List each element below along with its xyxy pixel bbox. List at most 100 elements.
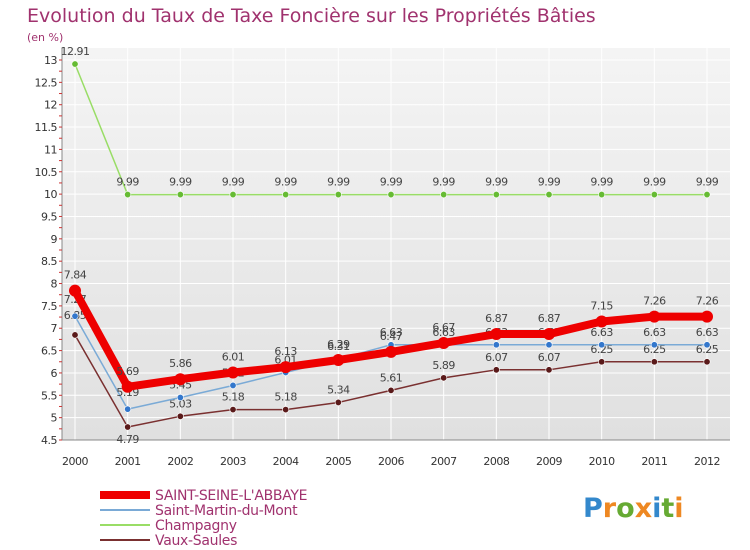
x-tick-label: 2004 <box>273 455 299 468</box>
data-point <box>492 191 500 199</box>
data-point <box>650 358 658 366</box>
data-label: 7.26 <box>643 295 666 308</box>
data-label: 5.18 <box>274 391 297 404</box>
y-tick-label: 6.5 <box>41 345 57 358</box>
data-point <box>543 328 555 341</box>
data-point <box>648 310 661 323</box>
y-tick-label: 8.5 <box>41 255 57 268</box>
logo-letter: i <box>652 493 661 524</box>
data-label: 7.26 <box>696 295 719 308</box>
proxiti-logo: Proxiti <box>583 493 684 524</box>
data-point <box>229 406 237 414</box>
y-tick-label: 6 <box>51 367 58 380</box>
data-label: 9.99 <box>590 176 613 189</box>
data-point <box>229 381 237 389</box>
y-tick-label: 11.5 <box>35 121 58 134</box>
data-label: 6.63 <box>432 326 455 339</box>
logo-letter: i <box>674 493 683 524</box>
data-point <box>334 191 342 199</box>
chart-title: Evolution du Taux de Taxe Foncière sur l… <box>27 5 596 27</box>
data-label: 9.99 <box>169 176 192 189</box>
data-label: 6.25 <box>696 343 719 356</box>
x-tick-label: 2001 <box>115 455 141 468</box>
data-point <box>650 341 658 349</box>
data-point <box>279 361 292 374</box>
data-label: 9.99 <box>538 176 561 189</box>
data-point <box>492 366 500 374</box>
data-label: 6.07 <box>538 351 561 364</box>
data-point <box>71 312 79 320</box>
data-point <box>227 366 239 379</box>
data-point <box>545 366 553 374</box>
data-label: 6.87 <box>485 312 508 325</box>
data-point <box>334 398 342 406</box>
data-point <box>176 394 184 402</box>
plot-background <box>62 48 730 440</box>
x-tick-label: 2002 <box>167 455 193 468</box>
x-tick-label: 2011 <box>641 455 667 468</box>
y-tick-label: 7.5 <box>41 300 57 313</box>
y-tick-label: 7 <box>51 322 58 335</box>
data-point <box>703 358 711 366</box>
legend-label: Saint-Martin-du-Mont <box>155 503 298 519</box>
y-tick-label: 11 <box>44 143 57 156</box>
y-tick-label: 5 <box>51 412 58 425</box>
x-tick-label: 2000 <box>62 455 88 468</box>
data-label: 5.69 <box>116 365 139 378</box>
data-point <box>176 412 184 420</box>
data-point <box>174 373 187 386</box>
data-label: 6.47 <box>380 330 403 343</box>
y-tick-label: 12.5 <box>35 76 58 89</box>
y-tick-label: 9 <box>51 233 58 246</box>
legend-label: Champagny <box>155 518 237 534</box>
x-tick-label: 2006 <box>378 455 404 468</box>
data-label: 6.87 <box>538 312 561 325</box>
data-label: 7.15 <box>590 300 613 313</box>
data-point <box>124 405 132 413</box>
y-tick-label: 5.5 <box>41 389 57 402</box>
data-point <box>124 191 132 199</box>
data-label: 9.99 <box>485 176 508 189</box>
data-point <box>595 315 608 328</box>
data-label: 5.89 <box>432 359 455 372</box>
data-label: 9.99 <box>696 176 719 189</box>
logo-letter: t <box>661 493 674 524</box>
data-label: 9.99 <box>380 176 403 189</box>
data-point <box>176 191 184 199</box>
data-point <box>598 341 606 349</box>
data-label: 6.63 <box>590 326 613 339</box>
data-point <box>387 386 395 394</box>
data-label: 6.25 <box>643 343 666 356</box>
data-point <box>492 341 500 349</box>
data-point <box>701 310 713 323</box>
data-point <box>440 191 448 199</box>
data-label: 5.86 <box>169 357 192 370</box>
x-tick-label: 2005 <box>325 455 351 468</box>
y-tick-label: 10 <box>44 188 57 201</box>
data-label: 5.61 <box>380 371 403 384</box>
data-label: 9.99 <box>432 176 455 189</box>
legend-label: Vaux-Saules <box>155 533 237 549</box>
x-tick-label: 2008 <box>483 455 509 468</box>
data-point <box>282 406 290 414</box>
data-label: 7.84 <box>64 269 87 282</box>
data-point <box>332 353 345 366</box>
data-label: 5.03 <box>169 397 192 410</box>
logo-letter: x <box>635 493 652 524</box>
data-point <box>490 328 503 341</box>
y-tick-label: 12 <box>44 99 57 112</box>
data-label: 6.31 <box>327 340 350 353</box>
data-point <box>71 60 79 68</box>
logo-letter: P <box>583 493 603 524</box>
data-point <box>121 380 134 393</box>
y-tick-label: 9.5 <box>41 210 57 223</box>
data-label: 6.07 <box>485 351 508 364</box>
logo-letter: r <box>603 493 617 524</box>
data-point <box>124 423 132 431</box>
x-tick-label: 2009 <box>536 455 562 468</box>
y-tick-label: 13 <box>44 54 57 67</box>
data-label: 6.29 <box>327 338 350 351</box>
data-label: 6.63 <box>380 326 403 339</box>
data-point <box>598 358 606 366</box>
